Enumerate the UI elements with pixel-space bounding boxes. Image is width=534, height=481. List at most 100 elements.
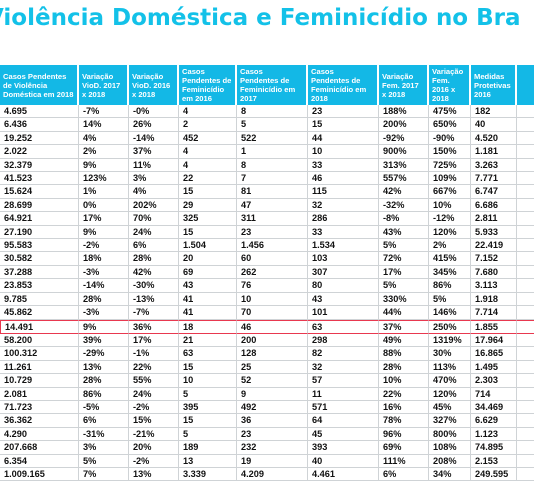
- table-cell: 42%: [379, 185, 429, 199]
- table-cell: 42%: [129, 265, 179, 280]
- table-cell: 725%: [429, 158, 471, 173]
- table-cell: 55%: [129, 374, 179, 388]
- table-cell: 5%: [379, 279, 429, 293]
- table-cell: 69%: [379, 441, 429, 455]
- table-row: 28.699 0% 202% 29 47 32 -32% 10% 6.686: [0, 198, 534, 213]
- table-cell: 36.362: [0, 414, 79, 428]
- table-cell: 1.534: [308, 239, 379, 253]
- table-row: 9.785 28% -13% 41 10 43 330% 5% 1.918: [0, 292, 534, 307]
- table-cell: 8: [237, 158, 308, 173]
- table-cell: 6%: [379, 467, 429, 481]
- table-cell: 2.153: [471, 454, 517, 468]
- table-cell: 2.811: [471, 212, 517, 226]
- table-cell: 15: [179, 225, 237, 240]
- table-row: 14.491 9% 36% 18 46 63 37% 250% 1.855: [0, 319, 534, 334]
- table-cell: 3.263: [471, 158, 517, 173]
- table-cell: 207.668: [0, 441, 79, 455]
- table-cell: [517, 319, 534, 334]
- table-cell: 415%: [429, 252, 471, 266]
- table-cell: 492: [237, 400, 308, 415]
- table-cell: 452: [179, 131, 237, 146]
- table-cell: 4: [179, 105, 237, 119]
- table-cell: 27.190: [0, 225, 79, 240]
- table-cell: 2: [179, 118, 237, 132]
- table-row: 19.252 4% -14% 452 522 44 -92% -90% 4.520: [0, 131, 534, 146]
- table-cell: 17%: [379, 265, 429, 280]
- table-cell: [517, 388, 534, 401]
- table-cell: 15%: [129, 414, 179, 428]
- table-cell: [517, 414, 534, 428]
- table-cell: -8%: [379, 212, 429, 226]
- table-cell: 101: [308, 306, 379, 320]
- table-cell: 1.181: [471, 145, 517, 159]
- table-cell: 96%: [379, 427, 429, 442]
- table-cell: 6.686: [471, 198, 517, 213]
- column-header: Casos Pendentes de Feminicídio em 2016: [179, 65, 237, 105]
- table-cell: [517, 199, 534, 213]
- table-cell: 70%: [129, 212, 179, 226]
- table-cell: 86%: [429, 279, 471, 293]
- table-row: 30.582 18% 28% 20 60 103 72% 415% 7.152: [0, 252, 534, 266]
- table-cell: 33: [308, 158, 379, 173]
- table-cell: 23.853: [0, 279, 79, 293]
- column-header: Medidas Protetivas 2016: [471, 65, 517, 105]
- table-row: 95.583 -2% 6% 1.504 1.456 1.534 5% 2% 22.419: [0, 239, 534, 253]
- table-cell: [517, 172, 534, 186]
- table-row: 1.009.165 7% 13% 3.339 4.209 4.461 6% 34% 249.59…: [0, 467, 534, 481]
- table-cell: 188%: [379, 105, 429, 119]
- table-row: 2.081 86% 24% 5 9 11 22% 120% 714: [0, 387, 534, 401]
- table-row: 36.362 6% 15% 15 36 64 78% 327% 6.629: [0, 414, 534, 428]
- table-cell: 5: [179, 427, 237, 442]
- table-cell: 24%: [129, 387, 179, 401]
- table-cell: 3.339: [179, 467, 237, 481]
- table-cell: 128: [237, 347, 308, 361]
- table-cell: 7: [237, 172, 308, 186]
- table-cell: 44%: [379, 306, 429, 320]
- table-cell: 22: [179, 172, 237, 186]
- table-cell: 15.624: [0, 185, 79, 199]
- table-cell: 10%: [379, 374, 429, 388]
- table-cell: 22%: [379, 387, 429, 401]
- table-cell: 40: [471, 118, 517, 132]
- table-cell: 3.113: [471, 279, 517, 293]
- table-cell: 1.009.165: [0, 467, 79, 481]
- table-cell: 14%: [79, 118, 129, 132]
- table-cell: 19.252: [0, 131, 79, 146]
- table-cell: 63: [308, 319, 379, 334]
- table-cell: 21: [179, 333, 237, 348]
- table-row: 71.723 -5% -2% 395 492 571 16% 45% 34.469: [0, 400, 534, 415]
- table-cell: 18: [179, 319, 237, 334]
- table-cell: 1.504: [179, 239, 237, 253]
- table-cell: -3%: [79, 265, 129, 280]
- table-cell: 3%: [79, 441, 129, 455]
- table-cell: 43%: [379, 225, 429, 240]
- table-cell: 11%: [129, 158, 179, 173]
- table-cell: 13%: [79, 360, 129, 375]
- table-cell: [517, 334, 534, 348]
- table-cell: 32: [308, 360, 379, 375]
- table-cell: [517, 279, 534, 293]
- table-cell: 311: [237, 212, 308, 226]
- table-cell: 23: [237, 427, 308, 442]
- table-cell: [517, 185, 534, 199]
- table-cell: [517, 428, 534, 442]
- table-cell: [517, 374, 534, 388]
- table-cell: 200: [237, 333, 308, 348]
- table-cell: -14%: [129, 131, 179, 146]
- table-cell: 10: [179, 374, 237, 388]
- table-cell: 41.523: [0, 172, 79, 186]
- table-cell: [517, 293, 534, 307]
- table-cell: 7.152: [471, 252, 517, 266]
- table-cell: 6.747: [471, 185, 517, 199]
- table-cell: 4.520: [471, 131, 517, 146]
- table-cell: 9%: [79, 158, 129, 173]
- table-cell: 200%: [379, 118, 429, 132]
- table-cell: 43: [308, 292, 379, 307]
- table-cell: -31%: [79, 427, 129, 442]
- table-row: 4.290 -31% -21% 5 23 45 96% 800% 1.123: [0, 427, 534, 442]
- table-cell: 17%: [79, 212, 129, 226]
- table-cell: 86%: [79, 387, 129, 401]
- column-header: Casos Pendentes de Violência Doméstica e…: [0, 65, 79, 105]
- table-cell: 6.629: [471, 414, 517, 428]
- table-cell: 37%: [379, 319, 429, 334]
